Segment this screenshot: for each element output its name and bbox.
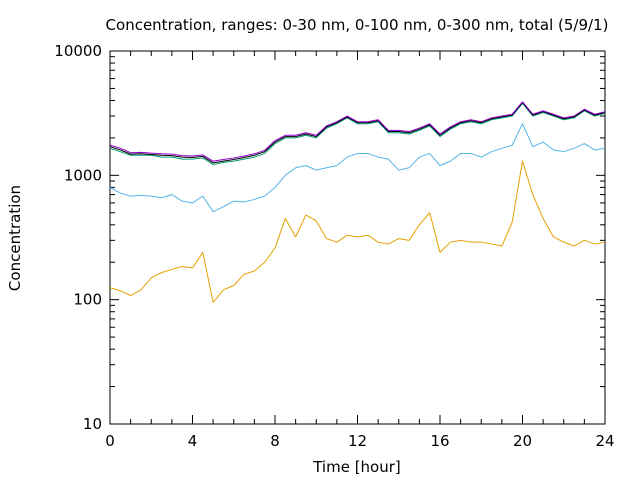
- series-layer: [109, 101, 606, 303]
- x-tick-label: 0: [105, 432, 115, 450]
- x-tick-label: 8: [270, 432, 280, 450]
- series-line-1: [109, 160, 606, 303]
- plot-area-frame: [109, 50, 606, 425]
- x-tick-label: 12: [348, 432, 367, 450]
- y-tick-label: 100: [73, 291, 102, 309]
- y-axis: 10 100 1000 10000: [54, 42, 605, 433]
- series-line-2: [109, 123, 606, 213]
- x-tick-label: 24: [595, 432, 614, 450]
- y-axis-label: Concentration: [6, 185, 24, 291]
- y-tick-label: 1000: [64, 166, 102, 184]
- x-axis-label: Time [hour]: [312, 458, 401, 476]
- series-line-5: [109, 101, 606, 162]
- x-tick-label: 16: [430, 432, 449, 450]
- x-tick-label: 4: [188, 432, 198, 450]
- x-tick-label: 20: [513, 432, 532, 450]
- chart-title: Concentration, ranges: 0-30 nm, 0-100 nm…: [106, 16, 609, 34]
- y-tick-label: 10000: [54, 42, 102, 60]
- y-tick-label: 10: [83, 415, 102, 433]
- x-axis: 0 4 8 12 16 20 24: [105, 51, 615, 450]
